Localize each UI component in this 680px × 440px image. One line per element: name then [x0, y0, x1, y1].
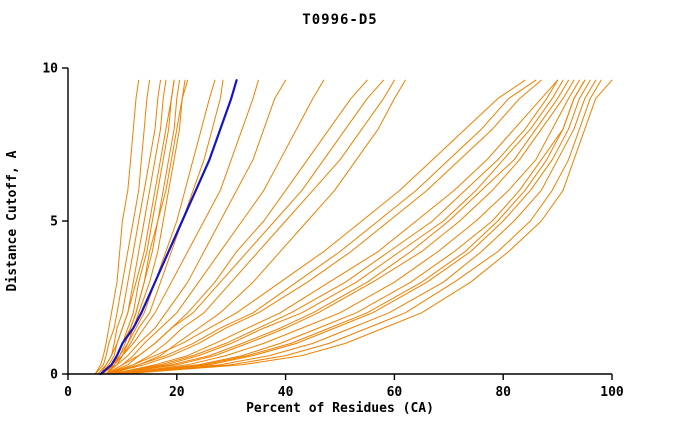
series-line — [121, 79, 613, 375]
series-line — [100, 79, 167, 375]
series-line — [111, 79, 559, 375]
series-lines — [94, 79, 613, 376]
series-line — [111, 79, 575, 375]
tick-labels: 0 20 40 60 80 100 0 5 10 — [42, 62, 624, 401]
x-tick-label: 100 — [600, 385, 624, 400]
series-line — [116, 79, 591, 375]
series-line — [105, 79, 542, 375]
series-line — [111, 79, 564, 375]
x-tick-label: 20 — [169, 385, 185, 400]
series-line — [116, 79, 580, 375]
x-tick-label: 80 — [495, 385, 511, 400]
series-line — [105, 79, 395, 375]
series-line — [100, 79, 259, 375]
series-line — [111, 79, 559, 375]
x-tick-label: 40 — [278, 385, 294, 400]
series-line — [121, 79, 597, 375]
series-line — [105, 79, 537, 375]
x-tick-label: 0 — [64, 385, 72, 400]
series-line — [100, 79, 287, 375]
y-tick-label: 10 — [42, 62, 58, 77]
series-line — [116, 79, 586, 375]
series-line — [100, 79, 216, 375]
series-line — [111, 79, 406, 375]
highlighted-series-line — [99, 79, 238, 376]
series-line — [105, 79, 325, 375]
series-line — [94, 79, 151, 375]
series-line — [105, 79, 526, 375]
tick-marks — [62, 67, 613, 380]
y-tick-label: 5 — [50, 215, 58, 230]
series-line — [121, 79, 602, 375]
series-line — [94, 79, 140, 375]
series-line — [105, 79, 186, 375]
y-tick-label: 0 — [50, 368, 58, 383]
chart-title: T0996-D5 — [302, 12, 377, 28]
series-line — [116, 79, 586, 375]
series-line — [116, 79, 569, 375]
series-line — [97, 79, 175, 375]
x-tick-label: 60 — [387, 385, 403, 400]
series-line — [105, 79, 384, 375]
series-line — [105, 79, 368, 375]
x-axis-label: Percent of Residues (CA) — [246, 401, 434, 416]
y-axis-label: Distance Cutoff, A — [5, 150, 20, 291]
